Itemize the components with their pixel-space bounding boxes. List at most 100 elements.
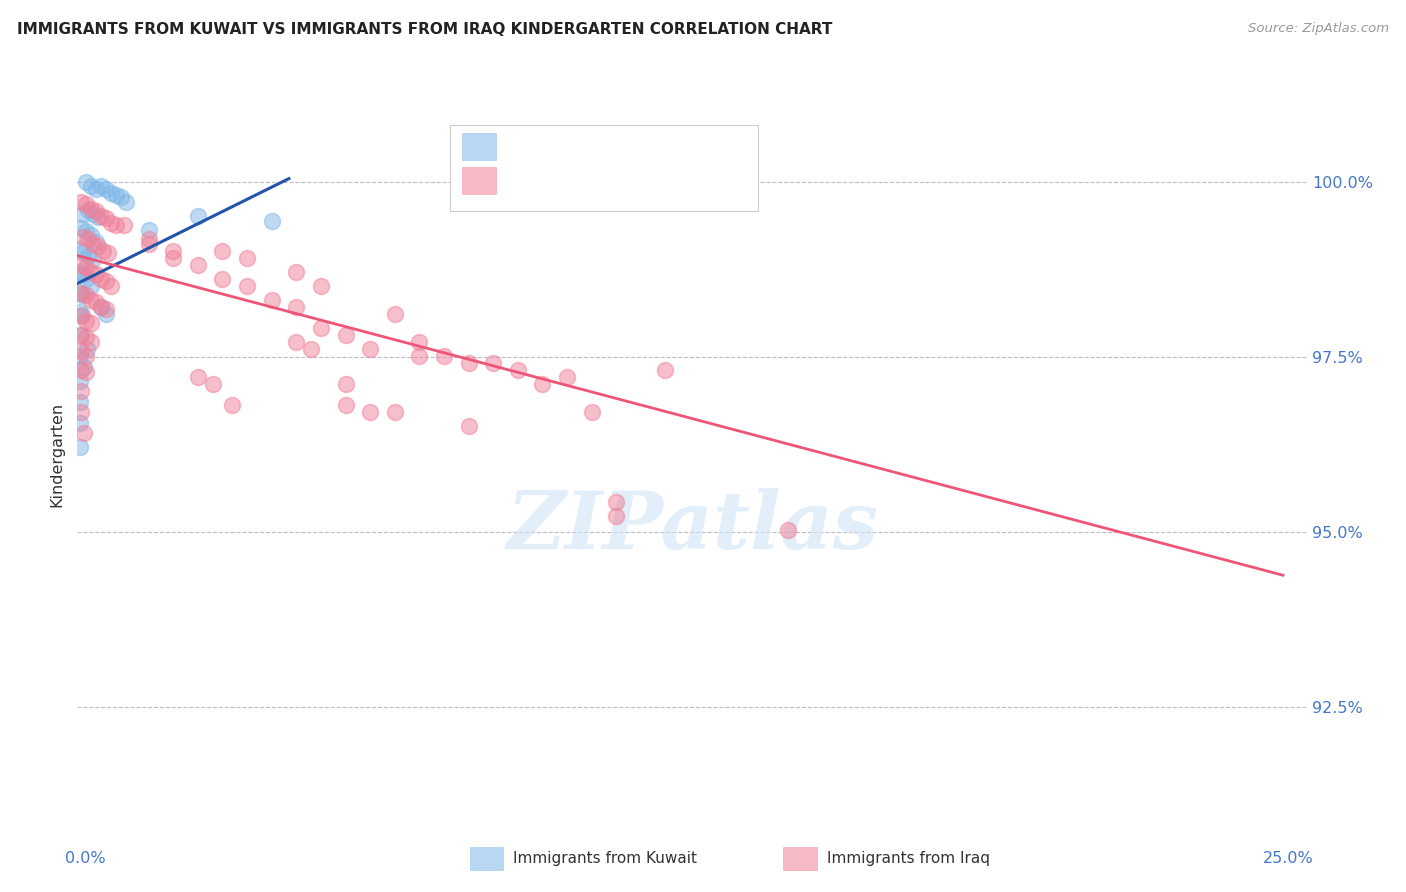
Point <box>91 244 114 258</box>
Point <box>100 278 122 293</box>
Point <box>187 369 209 384</box>
Point <box>187 209 209 223</box>
Text: R = -0.369   N = 84: R = -0.369 N = 84 <box>506 171 669 189</box>
Point <box>70 404 93 418</box>
Point <box>285 265 308 279</box>
Point <box>69 285 91 300</box>
Point <box>75 349 97 363</box>
Point <box>100 216 122 230</box>
Point <box>75 313 97 327</box>
Point <box>69 349 91 363</box>
Point <box>94 307 117 321</box>
Point <box>531 376 554 391</box>
Point <box>260 293 283 307</box>
Point <box>72 245 94 260</box>
Point <box>408 349 430 363</box>
Point <box>285 334 308 349</box>
Point <box>138 232 160 246</box>
Point <box>75 365 97 379</box>
Point <box>90 178 112 193</box>
Point <box>654 362 676 376</box>
Point <box>69 265 91 279</box>
Point <box>112 219 135 233</box>
Point <box>162 244 184 258</box>
Point <box>76 342 98 356</box>
Point <box>82 206 104 220</box>
Point <box>236 278 259 293</box>
Point <box>84 295 107 310</box>
Point <box>260 213 283 227</box>
Point <box>581 404 603 418</box>
Point <box>77 248 100 262</box>
Point <box>94 182 117 196</box>
Point <box>70 308 93 322</box>
Point <box>80 293 103 307</box>
Point <box>70 310 93 324</box>
Point <box>75 260 97 275</box>
Point <box>69 440 91 454</box>
Point <box>90 209 112 223</box>
Y-axis label: Kindergarten: Kindergarten <box>49 402 65 508</box>
Point <box>87 210 110 224</box>
Point <box>70 362 93 376</box>
Point <box>384 307 406 321</box>
Point <box>73 360 96 375</box>
Text: R =  0.426   N = 42: R = 0.426 N = 42 <box>506 137 668 155</box>
Point <box>97 246 120 260</box>
Point <box>80 317 103 331</box>
Point <box>70 285 93 300</box>
Point <box>75 271 97 285</box>
Point <box>69 327 91 342</box>
Point <box>80 202 103 216</box>
Point <box>70 268 93 282</box>
Point <box>506 362 529 376</box>
Point <box>80 278 103 293</box>
Point <box>309 320 332 334</box>
Point <box>70 194 93 209</box>
Point <box>94 302 117 317</box>
Point <box>335 398 357 412</box>
Point <box>75 288 97 302</box>
Point <box>69 417 91 431</box>
Point <box>94 211 117 226</box>
Text: 0.0%: 0.0% <box>65 851 105 866</box>
Point <box>84 235 107 249</box>
Point <box>778 524 800 538</box>
Point <box>70 344 93 359</box>
Point <box>75 175 97 189</box>
Point <box>384 404 406 418</box>
Point <box>70 220 93 235</box>
Point <box>236 251 259 265</box>
Point <box>359 404 381 418</box>
Point <box>433 349 456 363</box>
Point <box>605 495 627 509</box>
Point <box>110 190 132 204</box>
Point <box>69 304 91 318</box>
Point <box>138 236 160 251</box>
Point <box>69 375 91 389</box>
Text: ZIPatlas: ZIPatlas <box>506 488 879 565</box>
Point <box>335 376 357 391</box>
Text: Source: ZipAtlas.com: Source: ZipAtlas.com <box>1249 22 1389 36</box>
Point <box>75 197 97 211</box>
Point <box>138 222 160 236</box>
Point <box>285 300 308 314</box>
Text: Immigrants from Kuwait: Immigrants from Kuwait <box>513 851 697 865</box>
Text: 25.0%: 25.0% <box>1263 851 1313 866</box>
Point <box>80 227 103 242</box>
Point <box>82 236 104 251</box>
Point <box>87 239 110 253</box>
Point <box>104 187 127 202</box>
Point <box>221 398 243 412</box>
Text: Immigrants from Iraq: Immigrants from Iraq <box>827 851 990 865</box>
Point <box>359 342 381 356</box>
Point <box>84 204 107 219</box>
Point <box>84 182 107 196</box>
Point <box>75 224 97 238</box>
Point <box>75 330 97 344</box>
Point <box>335 327 357 342</box>
Point <box>211 271 233 285</box>
Point <box>457 355 479 369</box>
Point <box>72 206 94 220</box>
Point <box>70 288 93 302</box>
